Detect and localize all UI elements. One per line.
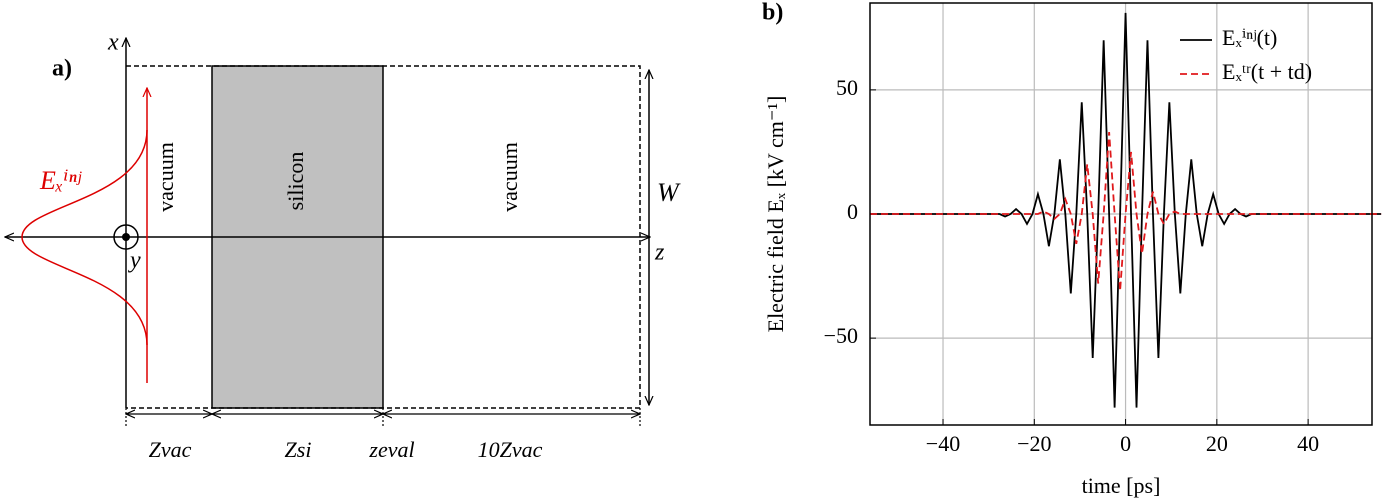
y-axis-symbol (113, 224, 139, 250)
legend-label: Eₓⁱⁿʲ(t) (1222, 25, 1277, 50)
region-label: silicon (283, 152, 308, 211)
series-line (870, 12, 1382, 408)
legend-label: Eₓᵗʳ(t + td) (1222, 59, 1312, 84)
axis-label: x (107, 30, 119, 56)
dimension-lines (126, 408, 640, 428)
x-tick-label: 20 (1206, 431, 1228, 456)
x-axis-title: time [ps] (1082, 473, 1161, 498)
x-tick-label: −20 (1017, 431, 1051, 456)
width-label: W (657, 178, 681, 207)
dimension-label: Zsi (285, 437, 312, 462)
x-tick-label: 0 (1120, 431, 1131, 456)
x-tick-label: 40 (1297, 431, 1319, 456)
gaussian-profile (21, 129, 148, 346)
plot-frame (869, 2, 1373, 426)
region-label: vacuum (497, 142, 522, 212)
panel-label: a) (52, 56, 72, 82)
dimension-label: 10Zvac (478, 437, 543, 462)
y-axis-dot (122, 233, 130, 241)
field-label: Eₓⁱⁿʲ (39, 166, 82, 195)
y-axis-title: Electric field Eₓ [kV cm⁻¹] (763, 96, 788, 333)
axis-label: y (128, 248, 141, 274)
y-tick-label: 0 (847, 199, 858, 224)
series-line (870, 132, 1382, 292)
panel-label: b) (762, 0, 783, 26)
dimension-label: zeval (368, 437, 414, 462)
y-tick-label: −50 (824, 323, 858, 348)
dimension-label: Zvac (149, 437, 192, 462)
chart: b) time [ps] Electric field Eₓ [kV cm⁻¹]… (762, 0, 1382, 498)
axis-label: z (654, 240, 665, 266)
x-tick-label: −40 (926, 431, 960, 456)
diagram: a) x y z Eₓⁱⁿʲ W vacuum silicon vacuum Z… (5, 30, 681, 462)
region-label: vacuum (153, 142, 178, 212)
y-tick-label: 50 (836, 75, 858, 100)
